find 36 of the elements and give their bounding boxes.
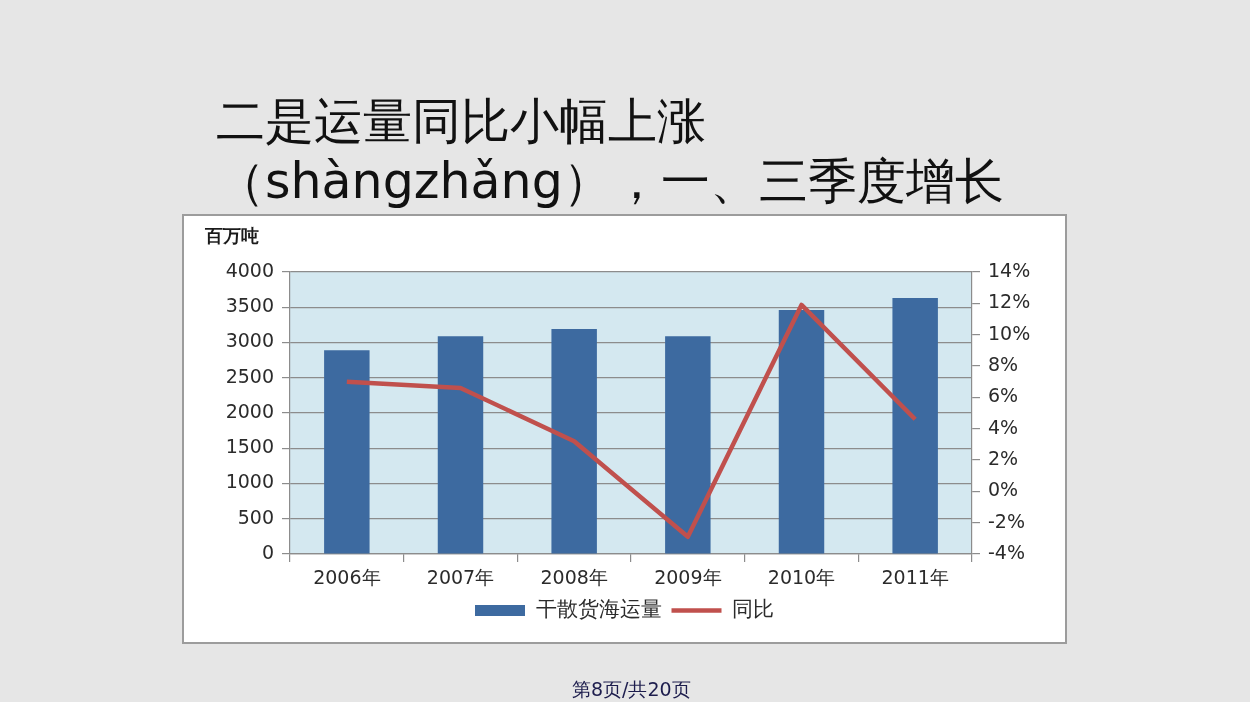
y2-tick-label: 4% <box>988 415 1019 438</box>
y-tick-label: 3000 <box>225 329 274 352</box>
bar <box>551 329 597 554</box>
y-tick-label: 3500 <box>225 294 274 317</box>
y2-tick-label: 6% <box>988 384 1019 407</box>
y2-tick-label: 14% <box>988 258 1031 281</box>
text: 第8页/共20页 <box>572 677 691 702</box>
x-tick-label: 2008年 <box>540 566 608 589</box>
y2-tick-label: 8% <box>988 352 1019 375</box>
y-tick-label: 0 <box>261 540 274 563</box>
y2-tick-label: 2% <box>988 446 1019 469</box>
bar <box>324 350 370 554</box>
x-tick-label: 2006年 <box>313 566 381 589</box>
legend-label: 干散货海运量 <box>535 596 662 621</box>
legend-label: 同比 <box>732 596 774 621</box>
y-tick-label: 2000 <box>225 399 274 422</box>
bar <box>437 336 484 554</box>
y2-tick-label: -4% <box>988 540 1025 563</box>
y-tick-label: 4000 <box>225 258 274 281</box>
x-tick-label: 2011年 <box>881 566 949 589</box>
chart-title: 二是运量同比小幅上涨（shàngzhǎng），一、三季度增长 <box>216 92 1005 212</box>
bar <box>665 336 711 554</box>
y-tick-label: 2500 <box>225 364 274 387</box>
bar <box>778 310 825 554</box>
y2-tick-label: 12% <box>988 290 1031 313</box>
y2-tick-label: -2% <box>988 509 1025 532</box>
x-tick-label: 2010年 <box>767 566 836 589</box>
x-tick-label: 2009年 <box>654 566 722 589</box>
y-tick-label: 1500 <box>225 435 274 458</box>
y2-tick-label: 10% <box>988 321 1031 344</box>
bar <box>892 298 938 554</box>
y-tick-label: 1000 <box>225 470 274 493</box>
y-tick-label: 500 <box>237 505 274 528</box>
y-axis-title: 百万吨 <box>204 224 259 246</box>
x-tick-label: 2007年 <box>426 566 495 589</box>
y2-tick-label: 0% <box>988 478 1019 501</box>
